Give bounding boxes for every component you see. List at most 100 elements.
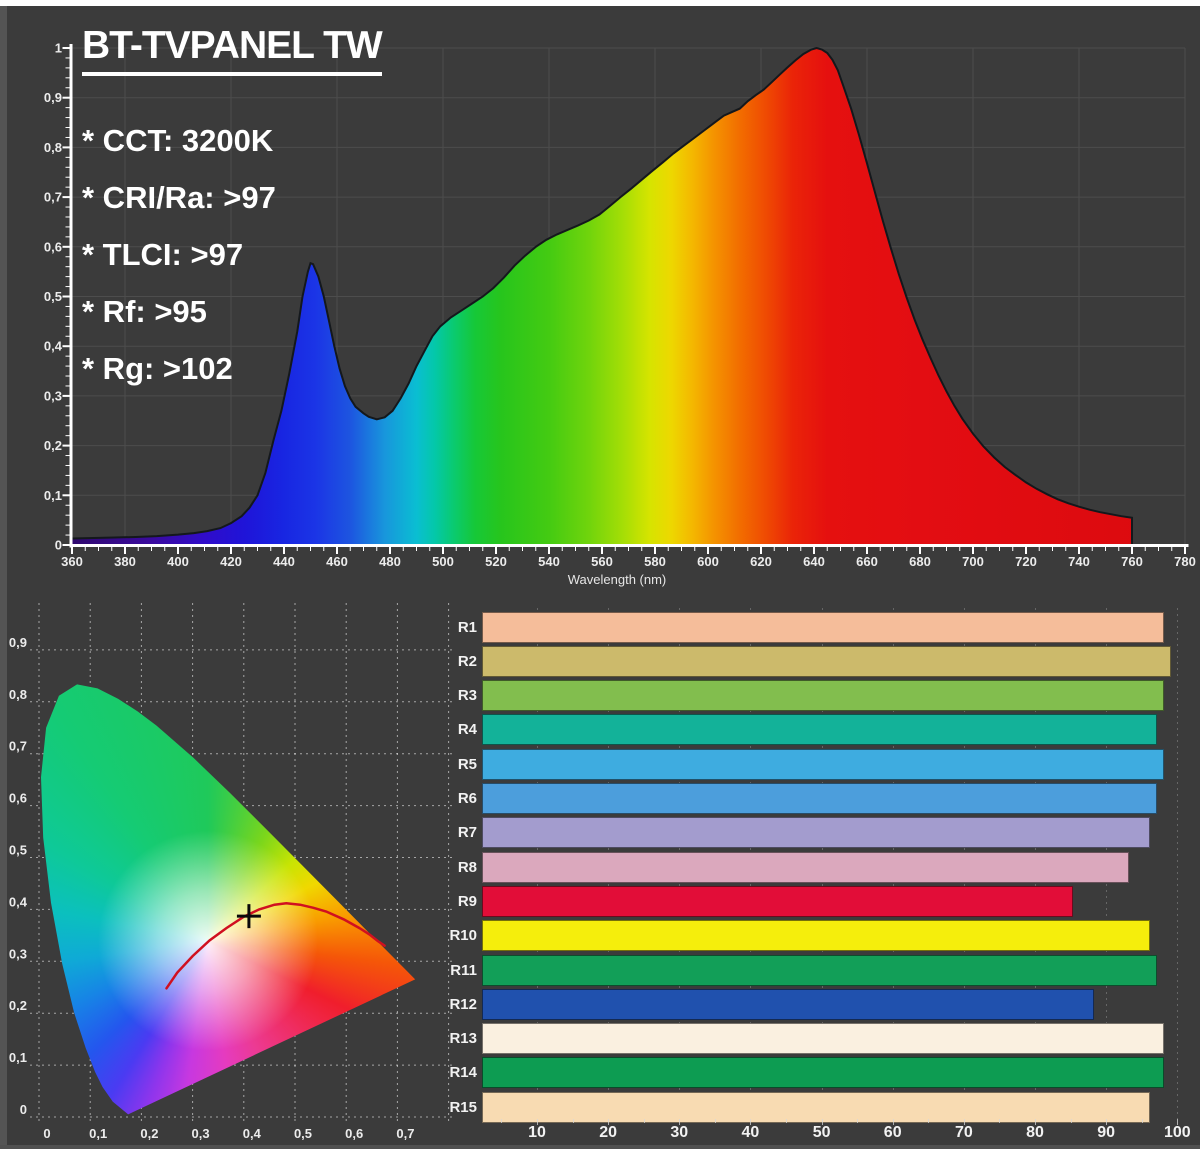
cri-row-label-R2: R2 [457,652,477,670]
cri-bar-R1 [482,611,1164,643]
y-tick-label: 1 [55,41,62,56]
cri-bar-R9 [482,885,1074,917]
cri-row-label-R8: R8 [457,858,477,876]
x-tick-label: 720 [1015,554,1037,569]
x-tick-label: 640 [803,554,825,569]
cri-bar-chart-panel: R1 R2 R3 R4 R5 R6 R7 R8 R9 R10 R11 R12 R13 R14 R15 10 20… [440,600,1200,1149]
cri-axis-label: 60 [883,1124,902,1141]
cri-bar-R5 [482,748,1164,780]
product-title: BT-TVPANEL TW [82,24,383,76]
y-tick-label: 0,4 [44,339,63,354]
cri-row-label-R11: R11 [450,961,477,979]
x-tick-label: 520 [485,554,507,569]
cie-x-tick-label: 0,2 [140,1126,158,1141]
x-tick-label: 540 [538,554,560,569]
cri-axis-tick [1070,1119,1072,1123]
x-tick-label: 600 [697,554,719,569]
spectral-curve-outline [71,46,1133,545]
cri-row-label-R4: R4 [457,721,477,739]
y-tick-label: 0,1 [44,488,62,503]
cri-bar-R15 [482,1091,1150,1123]
cri-axis-tick [679,1119,681,1125]
cri-row-label-R3: R3 [457,687,477,705]
x-tick-label: 420 [220,554,242,569]
bottom-edge-band [0,1145,1200,1149]
cri-row-label-R6: R6 [457,790,477,807]
cri-axis-tick [572,1119,574,1123]
cie-x-tick-label: 0,5 [294,1126,312,1141]
x-tick-label: 400 [167,554,189,569]
cie-diagram-panel: 0 0,1 0,2 0,3 0,4 0,5 0,6 0,7 0,8 0,9 0 0,1 0,2 0,3 0,… [0,600,455,1149]
cie-y-tick-label: 0,8 [9,687,27,702]
spec-list: * CCT: 3200K * CRI/Ra: >97 * TLCI: >97 *… [82,112,382,397]
x-tick-label: 580 [644,554,666,569]
cri-axis-tick [892,1119,894,1125]
cri-axis-tick [608,1119,610,1125]
title-block: BT-TVPANEL TW * CCT: 3200K * CRI/Ra: >97… [82,24,383,397]
x-tick-label: 380 [114,554,136,569]
cri-bar-R13 [482,1023,1164,1055]
cie-x-tick-label: 0,4 [243,1126,262,1141]
cri-bar-R12 [482,988,1094,1020]
cri-bar-R3 [482,680,1164,712]
x-tick-label: 480 [379,554,401,569]
cri-axis-label: 100 [1163,1124,1191,1141]
cri-row-label-R5: R5 [457,755,477,773]
cie-x-tick-label: 0,3 [192,1126,210,1141]
y-tick-label: 0,2 [44,438,62,453]
y-tick-label: 0,7 [44,190,62,205]
cri-row-label-R10: R10 [449,927,477,945]
cie-y-tick-label: 0,6 [9,791,27,806]
cri-bar-R10 [482,920,1150,952]
cri-axis-tick [1035,1119,1036,1125]
cri-row-label-R15: R15 [449,1098,477,1116]
cri-axis-tick [928,1119,930,1123]
cri-axis-label: 90 [1097,1124,1115,1141]
cie-x-tick-label: 0 [43,1126,50,1141]
cri-axis-tick [821,1119,823,1125]
cie-y-tick-label: 0,2 [9,998,27,1013]
cri-axis-tick [537,1119,538,1125]
y-tick-label: 0 [55,538,62,553]
planckian-locus-curve [165,901,386,990]
y-tick-label: 0,8 [44,140,62,155]
cri-bar-R4 [482,714,1157,746]
spectrum-chart-panel: 360 380 400 420 440 460 480 500 520 540 560 580 600 6… [44,24,1196,587]
cri-axis-label: 80 [1026,1124,1044,1141]
y-axis-line [69,44,73,548]
cri-row-label-R12: R12 [449,995,477,1013]
cie-x-tick-label: 0,7 [396,1126,414,1141]
x-tick-label: 760 [1121,554,1143,569]
spec-tlci: * TLCI: >97 [82,237,244,272]
spectrum-chart: 360 380 400 420 440 460 480 500 520 540 560 580 600 6… [44,41,1196,570]
cri-row-label-R9: R9 [457,892,477,910]
cie-y-tick-label: 0,7 [9,739,27,754]
x-tick-label: 780 [1174,554,1196,569]
cri-axis-tick [786,1119,787,1123]
spec-rf: * Rf: >95 [82,294,207,329]
x-tick-label: 440 [273,554,295,569]
x-tick-label: 740 [1068,554,1090,569]
cri-axis-label: 30 [670,1124,689,1141]
top-strip [0,0,1200,6]
cri-axis-tick [501,1119,503,1123]
cri-axis-label: 20 [599,1124,617,1141]
x-tick-label: 700 [962,554,984,569]
cri-bar-R7 [482,817,1150,849]
x-tick-label: 460 [326,554,348,569]
x-tick-label: 620 [750,554,772,569]
cri-row-label-R7: R7 [457,824,477,842]
wavelength-axis-title: Wavelength (nm) [567,572,667,587]
cri-axis-tick [1141,1119,1143,1123]
spectral-area [72,48,1132,545]
x-tick-label: 560 [591,554,613,569]
cie-x-tick-label: 0,1 [89,1126,107,1141]
y-tick-label: 0,5 [44,289,62,304]
cri-bar-R2 [482,645,1171,677]
cri-axis-label: 70 [954,1124,973,1141]
cie-y-tick-label: 0 [20,1102,27,1117]
x-tick-label: 660 [856,554,878,569]
x-tick-label: 680 [909,554,931,569]
spec-cri: * CRI/Ra: >97 [82,180,276,215]
